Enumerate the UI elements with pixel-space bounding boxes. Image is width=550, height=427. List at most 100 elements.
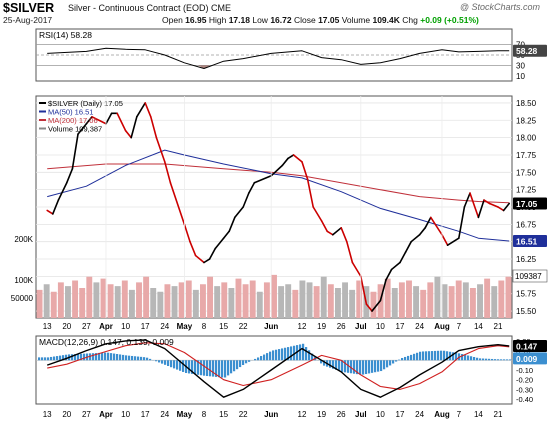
macd-histogram-bar	[359, 360, 362, 375]
price-last-value-box	[513, 197, 547, 210]
macd-x-tick-label: 24	[160, 410, 169, 419]
price-segment	[457, 206, 466, 240]
macd-histogram-bar	[155, 360, 158, 362]
macd-x-tick-label: 10	[121, 410, 130, 419]
volume-bar	[406, 280, 412, 318]
price-x-tick-label: 21	[494, 322, 503, 331]
volume-bar	[455, 280, 462, 318]
price-legend-entry: $SILVER (Daily) 17.05	[48, 99, 123, 108]
macd-histogram-bar	[164, 360, 167, 365]
volume-bar	[349, 289, 356, 318]
volume-bar	[107, 284, 114, 318]
macd-histogram-bar	[446, 351, 449, 361]
macd-histogram-bar	[167, 360, 170, 367]
macd-histogram-bar	[500, 359, 503, 361]
macd-histogram-bar	[236, 360, 239, 370]
price-segment	[208, 247, 216, 260]
price-x-tick-label: 10	[121, 322, 130, 331]
macd-histogram-bar	[134, 356, 137, 361]
macd-histogram-bar	[242, 360, 245, 366]
price-legend-entry: MA(50) 16.51	[48, 108, 93, 117]
price-x-tick-label: 17	[396, 322, 405, 331]
macd-histogram-bar	[203, 360, 206, 376]
macd-histogram-bar	[170, 360, 173, 368]
macd-histogram-bar	[260, 356, 263, 361]
macd-histogram-bar	[389, 360, 392, 366]
macd-histogram-bar	[104, 352, 107, 361]
price-segment	[116, 112, 127, 132]
price-segment	[150, 116, 158, 139]
volume-bar	[398, 282, 405, 318]
price-x-tick-label: 24	[160, 322, 169, 331]
price-segment	[390, 261, 401, 271]
macd-histogram-bar	[443, 350, 446, 361]
macd-histogram-bar	[83, 353, 86, 361]
macd-histogram-bar	[422, 351, 425, 361]
volume-bar	[505, 276, 512, 318]
volume-tick-label: 100K	[14, 276, 33, 285]
macd-x-tick-label: Apr	[99, 410, 113, 419]
macd-histogram-bar	[476, 357, 479, 361]
price-segment	[71, 133, 79, 170]
macd-histogram-bar	[479, 358, 482, 361]
macd-histogram-bar	[158, 360, 161, 363]
macd-histogram-bar	[215, 360, 218, 377]
ma50-last-value: 16.51	[516, 236, 538, 246]
volume-bar	[292, 289, 299, 318]
price-tick-label: 17.75	[516, 151, 537, 160]
price-x-tick-label: 12	[298, 322, 307, 331]
macd-histogram-bar	[53, 356, 56, 361]
price-segment	[77, 122, 88, 135]
macd-histogram-bar	[128, 355, 131, 361]
volume-bar	[72, 280, 79, 318]
macd-histogram-bar	[392, 360, 395, 364]
volume-tick-label: 50000	[11, 294, 34, 303]
macd-histogram-bar	[275, 349, 278, 361]
macd-histogram-bar	[239, 360, 242, 368]
symbol-title: $SILVER	[3, 1, 55, 15]
price-segment	[155, 136, 166, 163]
price-segment	[270, 164, 284, 177]
macd-histogram-bar	[485, 358, 488, 361]
price-x-tick-label: 27	[82, 322, 91, 331]
price-segment	[441, 233, 449, 246]
macd-histogram-bar	[416, 352, 419, 361]
price-segment	[105, 112, 113, 125]
macd-histogram-bar	[116, 354, 119, 361]
volume-bar	[263, 282, 270, 318]
rsi-last-value: 58.28	[516, 46, 538, 56]
macd-x-tick-label: 20	[62, 410, 71, 419]
volume-bar	[57, 282, 64, 318]
macd-histogram-bar	[179, 360, 182, 371]
price-segment	[359, 275, 368, 305]
macd-histogram-bar	[44, 357, 47, 361]
volume-last-value: 109387	[515, 272, 542, 281]
price-segment	[326, 230, 334, 236]
price-segment	[424, 216, 432, 229]
macd-histogram-bar	[488, 358, 491, 361]
macd-x-tick-label: Jun	[264, 410, 278, 419]
price-x-tick-label: 20	[62, 322, 71, 331]
volume-bar	[306, 282, 313, 318]
volume-bar	[249, 280, 256, 318]
macd-histogram-bar	[362, 360, 365, 375]
macd-histogram-bar	[212, 360, 215, 377]
price-x-tick-label: 17	[141, 322, 150, 331]
macd-x-tick-label: 7	[457, 410, 462, 419]
macd-histogram-bar	[350, 360, 353, 374]
rsi-line	[47, 47, 510, 69]
volume-bar	[256, 291, 263, 318]
volume-bar	[228, 288, 235, 318]
macd-x-tick-label: 17	[396, 410, 405, 419]
macd-histogram-bar	[65, 354, 68, 361]
volume-bar	[143, 276, 150, 318]
price-tick-label: 17.50	[516, 168, 537, 177]
price-segment	[189, 240, 197, 257]
quote-summary: Open 16.95 High 17.18 Low 16.72 Close 17…	[162, 15, 479, 25]
price-segment	[228, 216, 236, 233]
volume-bar	[299, 280, 306, 318]
price-x-tick-label: Aug	[434, 322, 450, 331]
price-x-tick-label: 26	[337, 322, 346, 331]
volume-bar	[50, 291, 57, 318]
macd-histogram-bar	[41, 357, 44, 361]
